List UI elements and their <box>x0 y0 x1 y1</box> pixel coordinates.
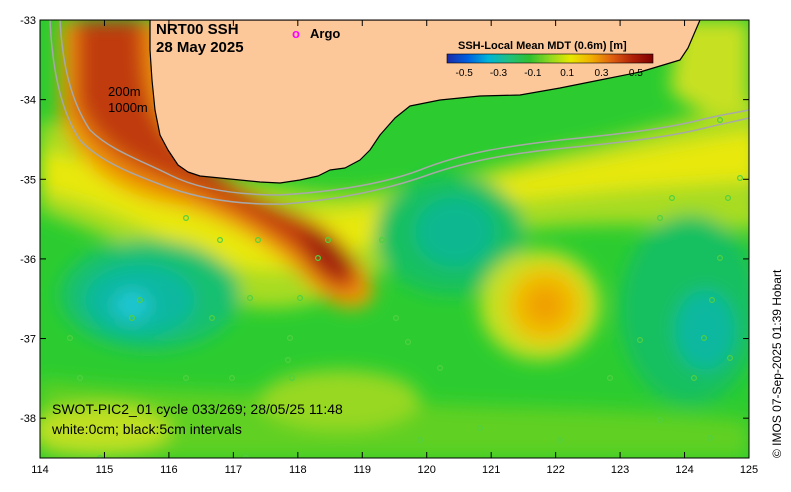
argo-float-marker <box>243 455 249 458</box>
argo-float-marker <box>379 237 386 244</box>
swath-info-line1: SWOT-PIC2_01 cycle 033/269; 28/05/25 11:… <box>52 401 343 417</box>
argo-float-marker <box>606 375 613 382</box>
y-tick-label: -34 <box>20 95 36 107</box>
argo-float-marker <box>129 315 136 322</box>
colorbar-tick-label: 0.3 <box>595 68 609 79</box>
y-tick-label: -35 <box>20 174 36 186</box>
argo-float-marker <box>325 237 332 244</box>
argo-float-marker <box>736 175 743 182</box>
imos-credit: © IMOS 07-Sep-2025 01:39 Hobart <box>770 269 784 458</box>
argo-float-marker <box>726 355 733 362</box>
x-tick-label: 115 <box>96 464 114 476</box>
argo-float-marker <box>656 417 663 424</box>
colorbar: SSH-Local Mean MDT (0.6m) [m] -0.5 -0.3 -0… <box>446 40 654 79</box>
y-axis: -33 -34 -35 -36 -37 -38 <box>20 15 749 425</box>
colorbar-tick-label: -0.5 <box>456 68 474 79</box>
map-frame <box>39 19 750 459</box>
argo-float-marker <box>137 297 144 304</box>
colorbar-ticks: -0.5 -0.3 -0.1 0.1 0.3 0.5 <box>456 68 644 79</box>
argo-legend-symbol: o <box>292 26 300 41</box>
map-title-line1: NRT00 SSH <box>156 21 239 38</box>
argo-float-marker <box>183 215 190 222</box>
argo-float-marker <box>656 215 663 222</box>
map-panel <box>40 20 749 458</box>
argo-float-marker <box>229 375 236 382</box>
y-tick-label: -33 <box>20 15 36 27</box>
x-axis: 114 115 116 117 118 119 120 121 122 123 124 125 <box>31 20 758 476</box>
swath-info-line2: white:0cm; black:5cm intervals <box>51 421 242 437</box>
argo-float-marker <box>289 375 296 382</box>
argo-float-marker <box>716 255 723 262</box>
argo-float-marker <box>700 335 707 342</box>
colorbar-tick-label: -0.1 <box>524 68 542 79</box>
y-tick-label: -36 <box>20 254 36 266</box>
colorbar-tick-label: 0.5 <box>629 68 643 79</box>
isobath-label-200m: 200m <box>108 84 141 99</box>
map-title-line2: 28 May 2025 <box>156 39 244 56</box>
argo-float-marker <box>706 435 713 442</box>
argo-float-marker <box>690 375 697 382</box>
argo-float-marker <box>393 315 400 322</box>
x-tick-label: 125 <box>740 464 758 476</box>
isobath-label-1000m: 1000m <box>108 100 148 115</box>
argo-float-marker <box>287 335 294 342</box>
y-tick-label: -38 <box>20 413 36 425</box>
colorbar-bar <box>446 53 654 64</box>
x-tick-label: 123 <box>611 464 629 476</box>
argo-float-marker <box>708 297 715 304</box>
colorbar-tick-label: -0.3 <box>490 68 508 79</box>
argo-float-marker <box>209 315 216 322</box>
argo-float-markers <box>66 116 743 458</box>
argo-float-marker <box>556 437 563 444</box>
argo-float-marker <box>285 357 292 364</box>
argo-float-marker <box>636 337 643 344</box>
x-tick-label: 119 <box>353 464 371 476</box>
argo-float-marker <box>668 195 675 202</box>
argo-float-marker <box>76 375 83 382</box>
argo-float-marker <box>255 237 262 244</box>
x-tick-label: 114 <box>31 464 49 476</box>
x-tick-label: 122 <box>546 464 564 476</box>
argo-float-marker <box>183 375 190 382</box>
x-tick-label: 124 <box>675 464 693 476</box>
argo-float-marker <box>437 365 444 372</box>
ssh-field <box>40 20 749 458</box>
colorbar-title: SSH-Local Mean MDT (0.6m) [m] <box>458 40 627 52</box>
argo-float-marker <box>97 455 103 458</box>
x-tick-label: 117 <box>225 464 243 476</box>
isobath-contours <box>49 20 749 205</box>
argo-float-marker <box>716 116 723 123</box>
colorbar-tick-label: 0.1 <box>560 68 574 79</box>
argo-float-marker <box>217 237 224 244</box>
argo-float-marker <box>477 425 484 432</box>
argo-legend-label: Argo <box>310 26 340 41</box>
x-tick-label: 118 <box>289 464 307 476</box>
argo-float-marker <box>405 339 412 346</box>
x-tick-label: 116 <box>160 464 178 476</box>
x-tick-label: 120 <box>418 464 436 476</box>
argo-float-marker <box>315 255 322 262</box>
x-tick-label: 121 <box>482 464 500 476</box>
argo-float-marker <box>417 437 424 444</box>
argo-float-marker <box>297 295 304 302</box>
argo-float-marker <box>247 295 254 302</box>
argo-float-marker <box>66 335 73 342</box>
y-tick-label: -37 <box>20 334 36 346</box>
argo-float-marker <box>724 195 731 202</box>
